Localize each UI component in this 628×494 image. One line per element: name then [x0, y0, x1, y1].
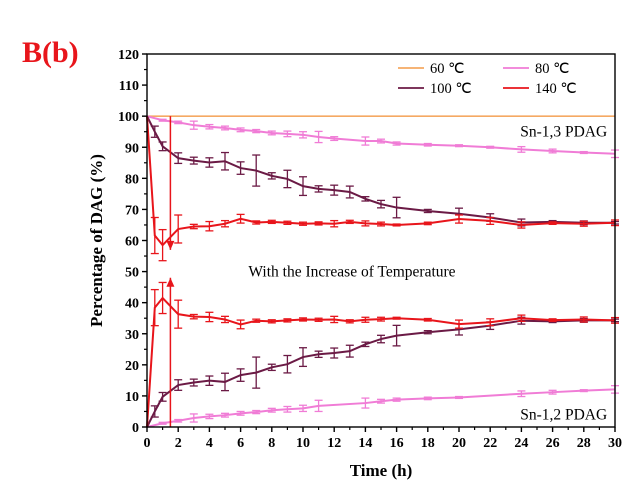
- x-tick-label: 28: [577, 436, 591, 451]
- legend-item: 140 ℃: [503, 81, 577, 97]
- x-tick-label: 2: [175, 436, 182, 451]
- x-axis-title: Time (h): [350, 461, 413, 480]
- panel-label: B(b): [22, 36, 79, 69]
- y-tick-label: 100: [118, 110, 139, 125]
- arrow-head: [166, 240, 175, 250]
- y-tick-label: 50: [125, 266, 139, 281]
- legend-item: 80 ℃: [503, 61, 569, 77]
- x-tick-label: 20: [452, 436, 466, 451]
- annotation-text: With the Increase of Temperature: [248, 264, 455, 281]
- plot-area: Sn-1,3 PDAG Sn-1,2 PDAG With the Increase …: [146, 115, 619, 428]
- x-tick-label: 18: [421, 436, 435, 451]
- series-1: [146, 115, 619, 159]
- legend-item: 60 ℃: [398, 61, 464, 77]
- legend-label: 80 ℃: [535, 61, 569, 77]
- y-tick-label: 80: [125, 172, 139, 187]
- x-tick-label: 4: [206, 436, 213, 451]
- x-tick-label: 16: [390, 436, 404, 451]
- x-tick-label: 24: [514, 436, 528, 451]
- legend-label: 140 ℃: [535, 81, 577, 97]
- legend-item: 100 ℃: [398, 81, 472, 97]
- x-tick-label: 6: [237, 436, 244, 451]
- y-tick-label: 10: [125, 390, 139, 405]
- x-tick-label: 12: [327, 436, 341, 451]
- x-tick-label: 26: [546, 436, 560, 451]
- y-tick-label: 110: [119, 79, 139, 94]
- plot-frame: [146, 53, 616, 428]
- x-tick-label: 0: [144, 436, 151, 451]
- y-tick-label: 60: [125, 235, 139, 250]
- arrow-head: [166, 277, 175, 287]
- legend-label: 100 ℃: [430, 81, 472, 97]
- legend-label: 60 ℃: [430, 61, 464, 77]
- y-tick-label: 30: [125, 328, 139, 343]
- series-5: [146, 116, 619, 262]
- x-tick-label: 10: [296, 436, 310, 451]
- y-tick-label: 20: [125, 359, 139, 374]
- y-tick-label: 120: [118, 48, 139, 63]
- annotation-text: Sn-1,3 PDAG: [520, 124, 607, 141]
- y-tick-label: 90: [125, 141, 139, 156]
- x-tick-label: 30: [608, 436, 622, 451]
- y-tick-label: 40: [125, 297, 139, 312]
- x-tick-label: 22: [483, 436, 497, 451]
- x-tick-label: 8: [268, 436, 275, 451]
- series-2: [146, 385, 619, 428]
- legend: 60 ℃ 80 ℃ 100 ℃ 140 ℃: [398, 61, 577, 97]
- y-tick-label: 0: [132, 421, 139, 436]
- y-axis-title: Percentage of DAG (%): [87, 154, 106, 327]
- annotation-text: Sn-1,2 PDAG: [520, 407, 607, 424]
- y-tick-label: 70: [125, 203, 139, 218]
- x-tick-label: 14: [358, 436, 372, 451]
- series-6: [146, 281, 619, 428]
